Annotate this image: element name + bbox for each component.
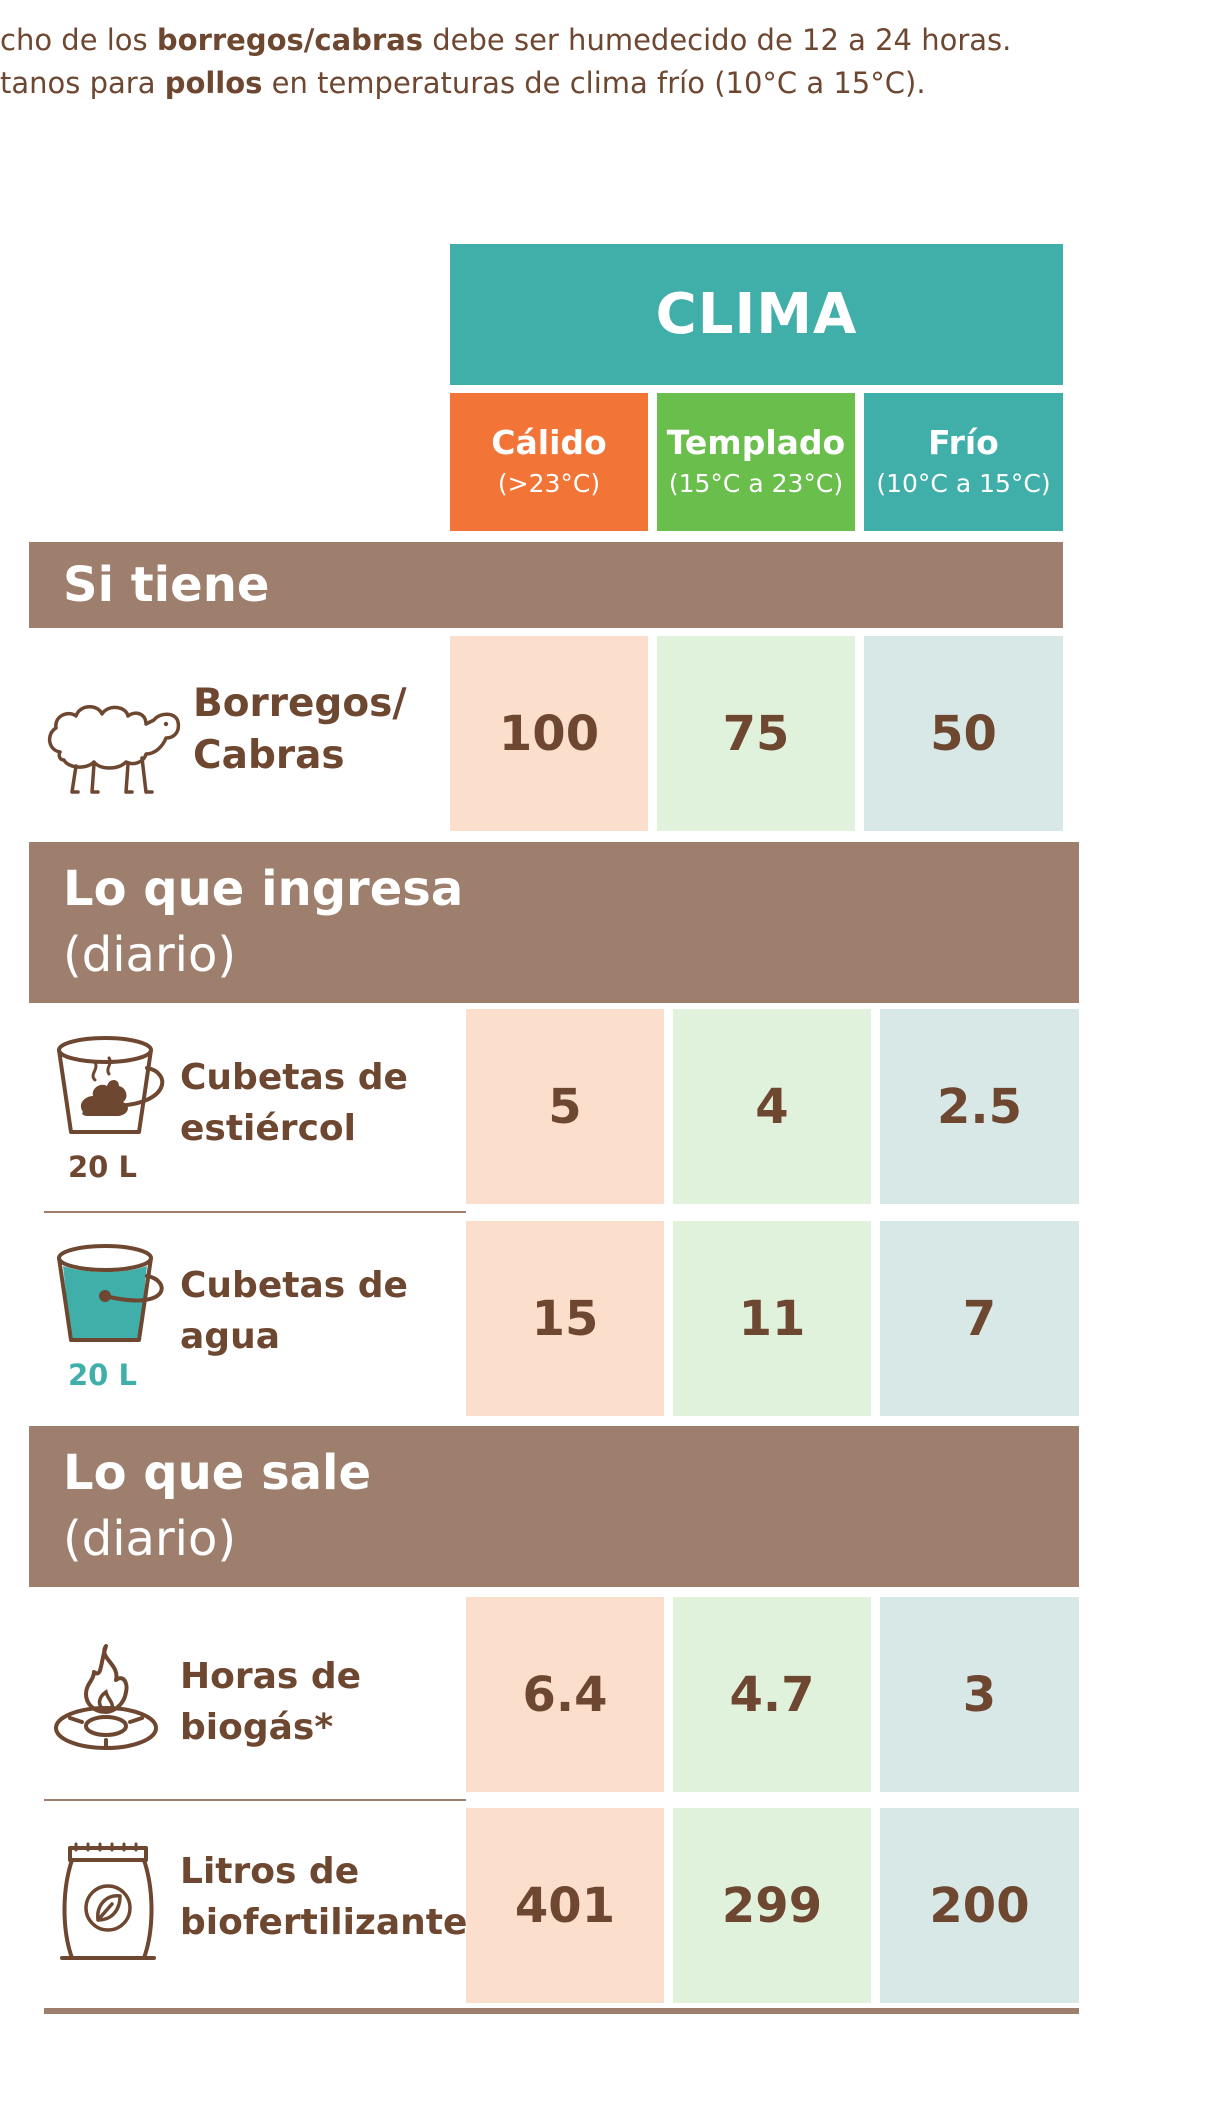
column-name: Cálido — [491, 423, 607, 462]
section-title: Lo que ingresa — [63, 861, 464, 917]
table-bottom-rule — [44, 2008, 1079, 2014]
section-title: Si tiene — [63, 557, 270, 613]
cell-biofertilizante-calido: 401 — [466, 1808, 664, 2003]
column-header-frio: Frío (10°C a 15°C) — [864, 393, 1063, 531]
cell-biogas-calido: 6.4 — [466, 1597, 664, 1792]
intro-line-1: cho de los borregos/cabras debe ser hume… — [0, 20, 1011, 60]
cell-borregos-calido: 100 — [450, 636, 648, 831]
label-line: biogás* — [180, 1707, 334, 1748]
section-subtitle: (diario) — [63, 1511, 237, 1567]
label-line: Cubetas de — [180, 1057, 408, 1098]
cell-biofertilizante-frio: 200 — [880, 1808, 1079, 2003]
label-line: Cabras — [193, 733, 345, 778]
label-line: Borregos/ — [193, 681, 407, 726]
row-label-biogas: Horas de biogás* — [180, 1651, 440, 1753]
intro-text: debe ser humedecido de 12 a 24 horas. — [423, 23, 1012, 57]
label-line: agua — [180, 1316, 280, 1357]
cell-agua-templado: 11 — [673, 1221, 871, 1416]
column-range: (10°C a 15°C) — [876, 469, 1051, 498]
label-line: Horas de — [180, 1656, 362, 1697]
water-bucket-icon — [55, 1240, 170, 1350]
fertilizer-bag-icon — [58, 1840, 158, 1965]
volume-label: 20 L — [68, 1358, 137, 1392]
section-band-ingresa: Lo que ingresa (diario) — [29, 842, 1079, 1003]
intro-bold: pollos — [164, 66, 263, 100]
sheep-icon — [42, 690, 182, 795]
column-header-calido: Cálido (>23°C) — [450, 393, 648, 531]
cell-biofertilizante-templado: 299 — [673, 1808, 871, 2003]
column-name: Templado — [666, 423, 846, 462]
gas-stove-icon — [50, 1640, 165, 1755]
row-label-estiercol: Cubetas de estiércol — [180, 1052, 440, 1154]
intro-text: en temperaturas de clima frío (10°C a 15… — [262, 66, 926, 100]
label-line: Cubetas de — [180, 1265, 408, 1306]
row-label-borregos: Borregos/ Cabras — [193, 678, 443, 782]
volume-label: 20 L — [68, 1150, 137, 1184]
intro-bold: borregos/cabras — [156, 23, 424, 57]
cell-agua-frio: 7 — [880, 1221, 1079, 1416]
row-divider — [44, 1799, 466, 1801]
cell-agua-calido: 15 — [466, 1221, 664, 1416]
column-range: (15°C a 23°C) — [668, 469, 844, 498]
cell-borregos-frio: 50 — [864, 636, 1063, 831]
cell-estiercol-templado: 4 — [673, 1009, 871, 1204]
section-band-si-tiene: Si tiene — [29, 542, 1063, 628]
intro-text: tanos para — [0, 66, 165, 100]
cell-estiercol-frio: 2.5 — [880, 1009, 1079, 1204]
label-line: estiércol — [180, 1108, 356, 1149]
column-name: Frío — [928, 423, 999, 462]
intro-line-2: tanos para pollos en temperaturas de cli… — [0, 63, 926, 103]
clima-header: CLIMA — [450, 244, 1063, 385]
column-header-templado: Templado (15°C a 23°C) — [657, 393, 855, 531]
row-label-biofertilizante: Litros de biofertilizante — [180, 1846, 468, 1948]
section-title: Lo que sale — [63, 1445, 372, 1501]
cell-biogas-templado: 4.7 — [673, 1597, 871, 1792]
cell-borregos-templado: 75 — [657, 636, 855, 831]
column-range: (>23°C) — [497, 469, 601, 498]
section-subtitle: (diario) — [63, 927, 237, 983]
label-line: biofertilizante — [180, 1902, 468, 1943]
cell-biogas-frio: 3 — [880, 1597, 1079, 1792]
row-divider — [44, 1211, 466, 1213]
section-band-sale: Lo que sale (diario) — [29, 1426, 1079, 1587]
manure-bucket-icon — [55, 1032, 170, 1142]
row-label-agua: Cubetas de agua — [180, 1260, 440, 1362]
intro-text: cho de los — [0, 23, 157, 57]
label-line: Litros de — [180, 1851, 360, 1892]
cell-estiercol-calido: 5 — [466, 1009, 664, 1204]
